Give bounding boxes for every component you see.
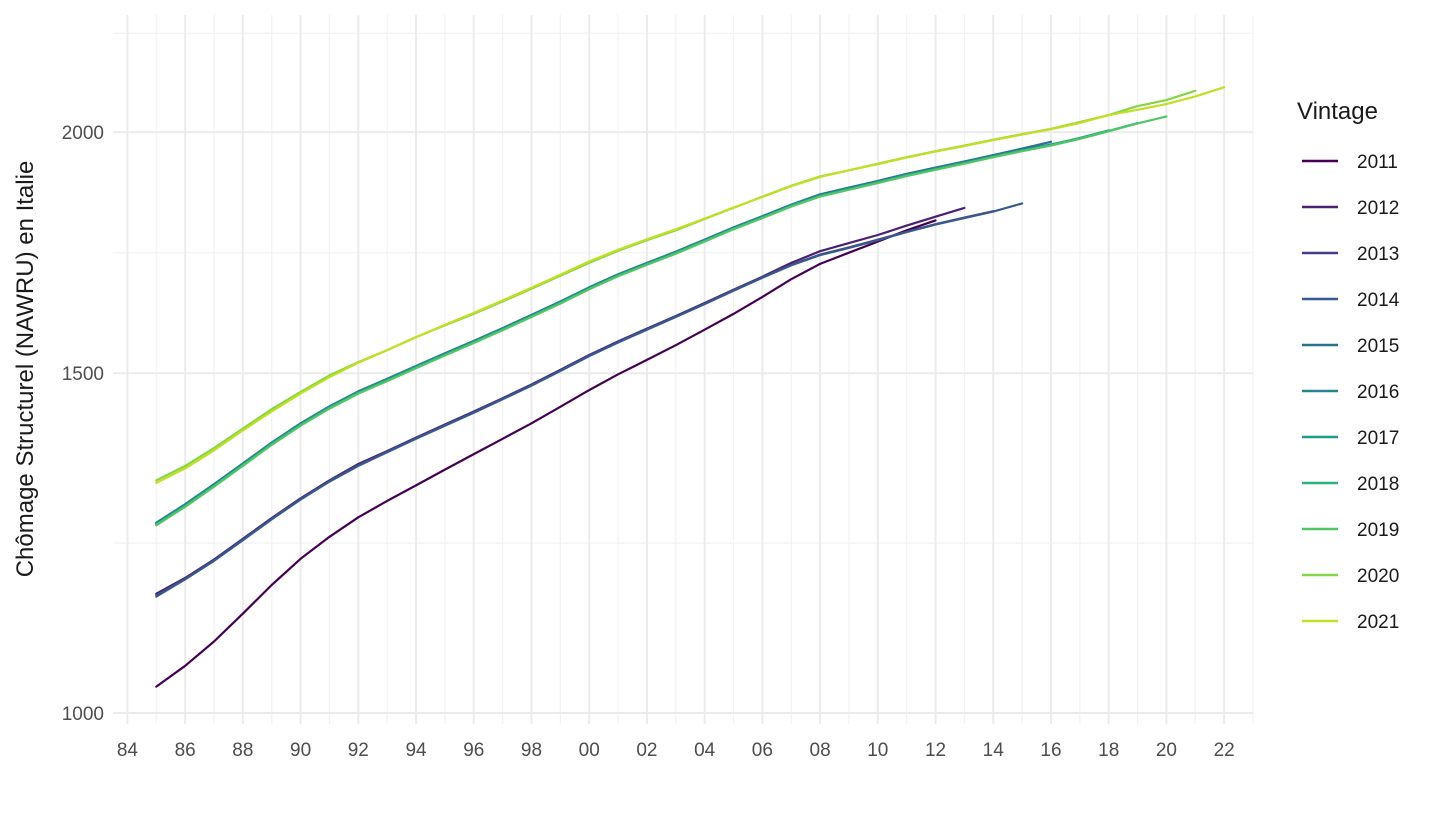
- x-tick-label: 06: [752, 740, 773, 761]
- legend-label: 2018: [1357, 474, 1399, 495]
- x-tick-label: 02: [636, 740, 657, 761]
- legend-item: 2015: [1302, 336, 1399, 357]
- x-tick-label: 92: [348, 740, 369, 761]
- series-line-2021: [155, 86, 1226, 484]
- x-axis-tick-labels: 84 86 88 90 92 94 96 98 00 02 04 06 08 10 12 14 16 18 20 22: [117, 740, 1235, 761]
- x-tick-label: 88: [232, 740, 253, 761]
- legend-item: 2011: [1302, 152, 1398, 173]
- x-tick-label: 12: [925, 740, 946, 761]
- x-tick-label: 14: [983, 740, 1005, 761]
- legend-items: 2011 2012 2013 2014 2015 2016 2017 2018 2019 2020…: [1302, 152, 1400, 633]
- legend-item: 2013: [1302, 244, 1399, 265]
- x-tick-label: 04: [694, 740, 716, 761]
- legend-label: 2021: [1357, 612, 1399, 633]
- y-axis-title: Chômage Structurel (NAWRU) en Italie: [12, 161, 39, 578]
- legend-title: Vintage: [1297, 98, 1378, 125]
- series-line-2011: [155, 219, 937, 688]
- x-tick-label: 90: [290, 740, 311, 761]
- legend-label: 2019: [1357, 520, 1399, 541]
- series-line-2015: [155, 140, 1053, 524]
- series-lines: [155, 86, 1226, 688]
- legend-label: 2013: [1357, 244, 1399, 265]
- legend-label: 2020: [1357, 566, 1399, 587]
- legend-item: 2014: [1302, 290, 1400, 311]
- x-tick-label: 86: [175, 740, 196, 761]
- y-axis-tick-labels: 1000 1500 2000: [62, 123, 104, 725]
- x-tick-label: 00: [579, 740, 600, 761]
- legend-item: 2012: [1302, 198, 1399, 219]
- y-tick-label: 1500: [62, 364, 104, 385]
- legend-label: 2016: [1357, 382, 1399, 403]
- legend-label: 2012: [1357, 198, 1399, 219]
- series-line-2014: [155, 202, 1024, 598]
- minor-gridlines: [113, 15, 1254, 724]
- y-tick-label: 1000: [62, 704, 104, 725]
- x-tick-label: 16: [1040, 740, 1061, 761]
- legend-item: 2021: [1302, 612, 1399, 633]
- legend-label: 2014: [1357, 290, 1400, 311]
- legend-label: 2011: [1357, 152, 1398, 173]
- legend-item: 2016: [1302, 382, 1399, 403]
- legend-label: 2015: [1357, 336, 1399, 357]
- series-line-2019: [155, 115, 1168, 527]
- x-tick-label: 98: [521, 740, 542, 761]
- x-tick-label: 96: [463, 740, 484, 761]
- x-tick-label: 20: [1156, 740, 1177, 761]
- legend-item: 2017: [1302, 428, 1399, 449]
- legend: Vintage 2011 2012 2013 2014 2015 2016 2017 2018…: [1297, 98, 1400, 633]
- y-tick-label: 2000: [62, 123, 104, 144]
- legend-label: 2017: [1357, 428, 1399, 449]
- series-line-2017: [155, 129, 1110, 526]
- x-tick-label: 94: [405, 740, 427, 761]
- x-tick-label: 84: [117, 740, 139, 761]
- legend-item: 2020: [1302, 566, 1399, 587]
- x-tick-label: 22: [1214, 740, 1235, 761]
- x-tick-label: 10: [867, 740, 888, 761]
- major-gridlines: [113, 15, 1253, 724]
- x-tick-label: 18: [1098, 740, 1119, 761]
- legend-item: 2018: [1302, 474, 1399, 495]
- x-tick-label: 08: [810, 740, 831, 761]
- legend-item: 2019: [1302, 520, 1399, 541]
